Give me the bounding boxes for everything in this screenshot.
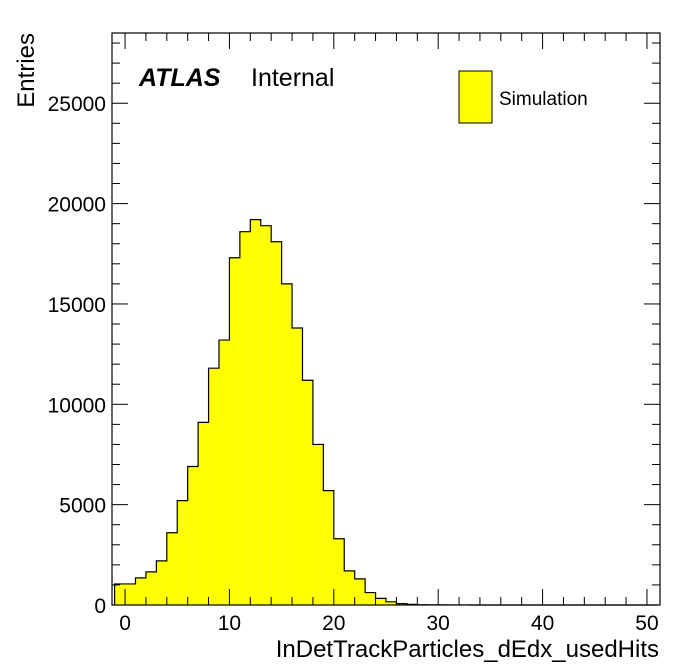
histogram-bar (250, 219, 261, 605)
histogram-bar (396, 603, 407, 605)
histogram-bar (198, 422, 209, 605)
histogram-bar (386, 601, 397, 605)
y-axis-title: Entries (13, 33, 40, 108)
histogram-bar (365, 592, 376, 605)
x-tick-label: 40 (531, 612, 554, 635)
histogram-bar (375, 598, 386, 605)
legend-swatch-simulation (458, 70, 493, 124)
y-tick-label: 20000 (48, 194, 106, 217)
histogram-bar (135, 577, 146, 605)
histogram-bar (218, 340, 230, 605)
legend-label-simulation: Simulation (499, 89, 588, 110)
x-tick-label: 20 (322, 612, 345, 635)
x-axis-title: InDetTrackParticles_dEdx_usedHits (276, 636, 659, 663)
histogram-bar (114, 583, 126, 605)
x-tick-label: 10 (218, 612, 241, 635)
internal-label: Internal (251, 64, 334, 92)
histogram-bar (323, 490, 334, 605)
histogram-bar (156, 560, 167, 605)
y-tick-label: 15000 (48, 294, 106, 317)
histogram-bar (302, 380, 313, 605)
histogram-bar (312, 444, 324, 605)
histogram-bar (177, 500, 188, 605)
histogram-bar (125, 583, 136, 605)
axis-ticks (112, 33, 660, 606)
plot-frame (111, 32, 661, 606)
histogram-bar (187, 466, 199, 605)
histogram-bar (260, 225, 272, 605)
histogram-bar (145, 571, 157, 605)
histogram-bar (354, 578, 366, 605)
tick-labels: 0 10 20 30 40 50 0 5000 10000 15000 20000 25000 (48, 93, 659, 635)
histogram-bar (333, 538, 345, 605)
atlas-label: ATLAS (138, 64, 221, 92)
histogram-bar (281, 283, 293, 605)
x-tick-label: 50 (635, 612, 658, 635)
y-tick-label: 25000 (48, 93, 106, 116)
histogram-bar (239, 231, 251, 605)
histogram-bar (344, 570, 355, 605)
y-tick-label: 10000 (48, 394, 106, 417)
histogram-bar (292, 328, 303, 605)
y-tick-label: 5000 (59, 495, 106, 518)
x-tick-label: 30 (427, 612, 450, 635)
histogram-bar (208, 368, 219, 605)
histogram-bars (114, 219, 491, 605)
histogram-bar (229, 257, 240, 605)
histogram-bar (271, 241, 282, 605)
histogram-bar (166, 532, 178, 605)
x-tick-label: 0 (119, 612, 131, 635)
y-tick-label: 0 (94, 595, 106, 618)
